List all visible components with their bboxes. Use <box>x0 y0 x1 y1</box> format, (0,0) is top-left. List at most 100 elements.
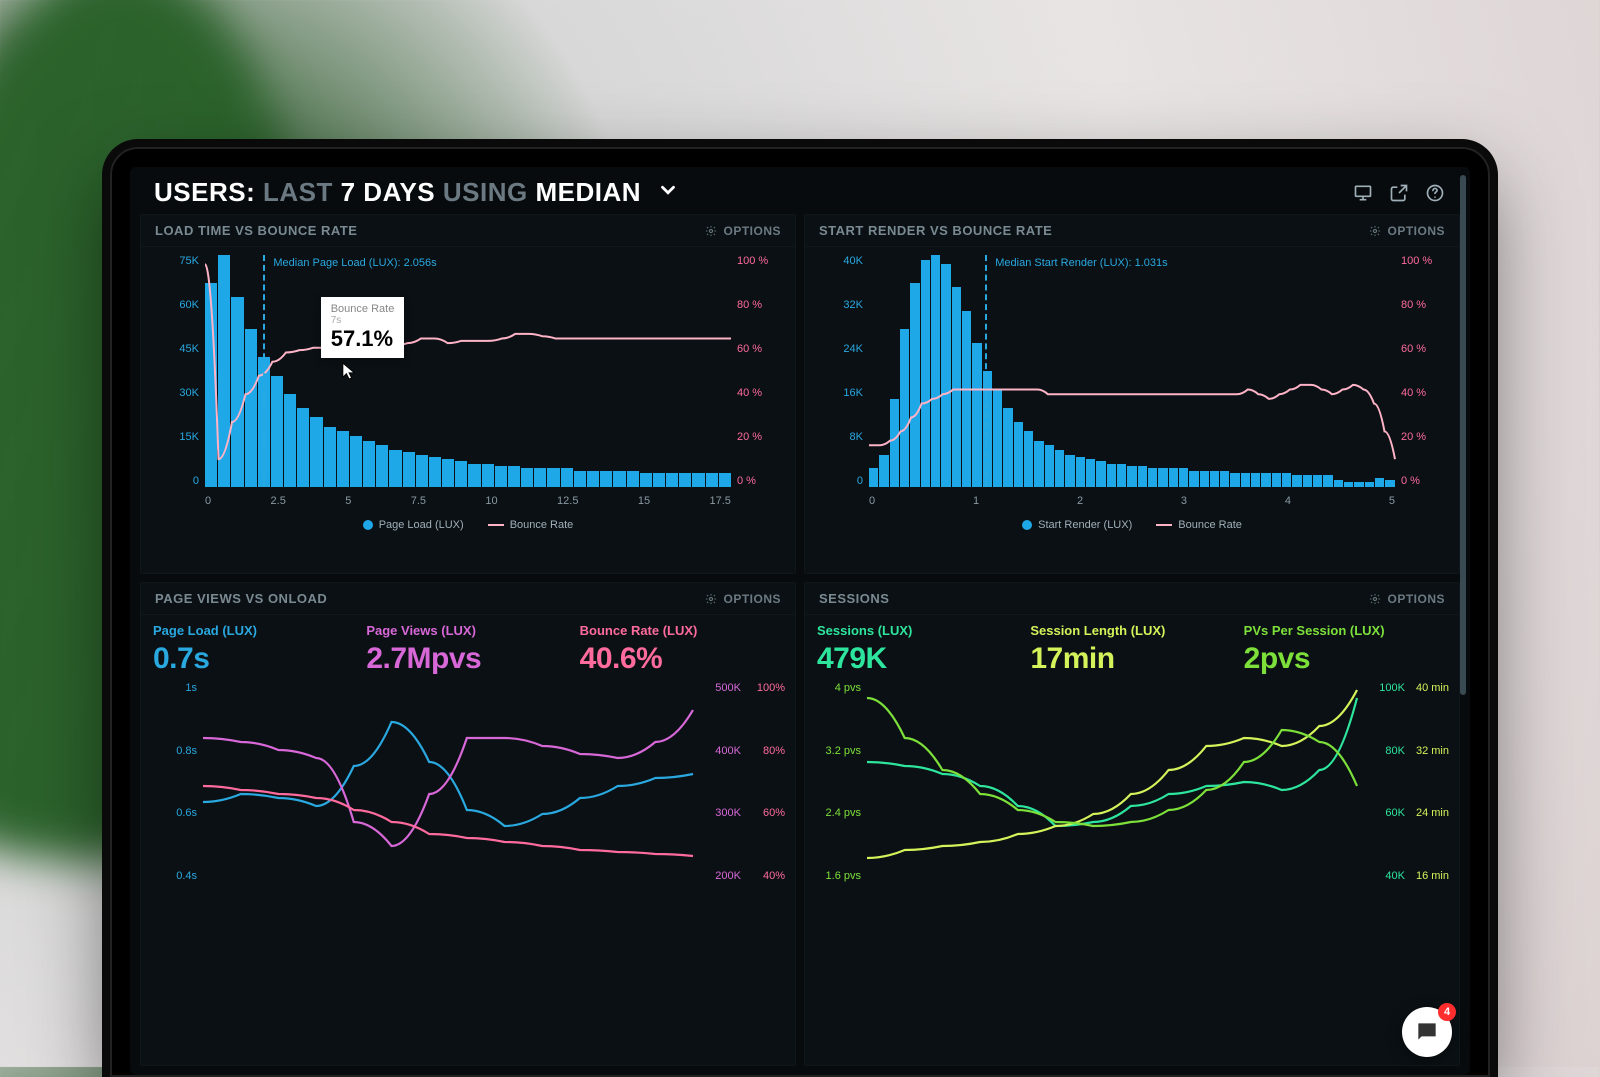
axis-tick: 40 % <box>737 387 785 399</box>
axis-tick: 5 <box>1389 495 1395 507</box>
y-axis-left: 75K60K45K30K15K0 <box>151 255 199 487</box>
axis-tick: 0.4s <box>151 870 197 882</box>
metric: Bounce Rate (LUX)40.6% <box>580 623 783 676</box>
panel-page-views: PAGE VIEWS VS ONLOAD OPTIONS Page Load (… <box>140 582 796 1066</box>
axis-tick: 80% <box>745 745 785 757</box>
axis-tick: 20 % <box>737 431 785 443</box>
axis-tick: 8K <box>815 431 863 443</box>
axis-tick: 32 min <box>1409 745 1449 757</box>
panel-start-render: START RENDER VS BOUNCE RATE OPTIONS 40K3… <box>804 214 1460 574</box>
metric: PVs Per Session (LUX)2pvs <box>1244 623 1447 676</box>
axis-tick: 1.6 pvs <box>815 870 861 882</box>
monitor-icon[interactable] <box>1352 182 1374 204</box>
options-label: OPTIONS <box>1387 592 1445 606</box>
options-button[interactable]: OPTIONS <box>1369 224 1445 238</box>
y-axis-right: 100 %80 %60 %40 %20 %0 % <box>1401 255 1449 487</box>
axis-tick: 40K <box>1361 870 1405 882</box>
tooltip-sub: 7s <box>331 315 395 326</box>
title-word: MEDIAN <box>535 177 641 207</box>
axis-tick: 300K <box>697 807 741 819</box>
legend-item: Start Render (LUX) <box>1022 519 1132 531</box>
metrics-row: Page Load (LUX)0.7sPage Views (LUX)2.7Mp… <box>141 615 795 676</box>
axis-tick: 20 % <box>1401 431 1449 443</box>
axis-tick: 1s <box>151 682 197 694</box>
axis-tick: 60 % <box>737 343 785 355</box>
panel-title: LOAD TIME VS BOUNCE RATE <box>155 223 357 238</box>
axis-tick: 16 min <box>1409 870 1449 882</box>
dashboard-screen: USERS: LAST 7 DAYS USING MEDIAN LOAD TIM… <box>130 167 1470 1075</box>
line-plot <box>203 682 693 882</box>
axis-tick: 100 % <box>1401 255 1449 267</box>
combo-chart-2: 40K32K24K16K8K0 100 %80 %60 %40 %20 %0 %… <box>815 255 1449 515</box>
metric-label: Bounce Rate (LUX) <box>580 623 783 638</box>
metric-label: Session Length (LUX) <box>1030 623 1233 638</box>
legend-item: Bounce Rate <box>488 519 574 531</box>
panel-title: START RENDER VS BOUNCE RATE <box>819 223 1052 238</box>
axis-tick: 24 min <box>1409 807 1449 819</box>
median-marker <box>263 255 265 487</box>
median-marker <box>985 255 987 487</box>
page-header: USERS: LAST 7 DAYS USING MEDIAN <box>130 167 1470 214</box>
axis-tick: 100% <box>745 682 785 694</box>
axis-tick: 1 <box>973 495 979 507</box>
share-icon[interactable] <box>1388 182 1410 204</box>
title-word: USING <box>443 177 528 207</box>
axis-tick: 4 pvs <box>815 682 861 694</box>
axis-tick: 15K <box>151 431 199 443</box>
y-axis-left: 1s0.8s0.6s0.4s <box>151 682 197 882</box>
metric: Sessions (LUX) 479K <box>817 623 1020 676</box>
help-icon[interactable] <box>1424 182 1446 204</box>
metric-label: Page Load (LUX) <box>153 623 356 638</box>
axis-tick: 80K <box>1361 745 1405 757</box>
panel-load-time: LOAD TIME VS BOUNCE RATE OPTIONS 75K60K4… <box>140 214 796 574</box>
gear-icon <box>705 225 717 237</box>
axis-tick: 0 <box>151 475 199 487</box>
axis-tick: 400K <box>697 745 741 757</box>
title-word: LAST <box>263 177 333 207</box>
y-axis-right-1: 500K400K300K200K <box>697 682 741 882</box>
title-word: 7 DAYS <box>341 177 436 207</box>
metric: Page Load (LUX)0.7s <box>153 623 356 676</box>
page-title[interactable]: USERS: LAST 7 DAYS USING MEDIAN <box>154 177 679 208</box>
options-button[interactable]: OPTIONS <box>1369 592 1445 606</box>
axis-tick: 60K <box>151 299 199 311</box>
metric-label: Sessions (LUX) <box>817 623 1020 638</box>
gear-icon <box>705 593 717 605</box>
options-button[interactable]: OPTIONS <box>705 592 781 606</box>
metric-value: 2.7Mpvs <box>366 642 569 676</box>
y-axis-right: 100 %80 %60 %40 %20 %0 % <box>737 255 785 487</box>
metrics-row: Sessions (LUX)479KSession Length (LUX)17… <box>805 615 1459 676</box>
options-label: OPTIONS <box>723 224 781 238</box>
axis-tick: 0 % <box>737 475 785 487</box>
tooltip-value: 57.1% <box>331 326 395 352</box>
axis-tick: 16K <box>815 387 863 399</box>
median-label: Median Start Render (LUX): 1.031s <box>995 257 1167 269</box>
axis-tick: 5 <box>345 495 351 507</box>
dashboard-grid: LOAD TIME VS BOUNCE RATE OPTIONS 75K60K4… <box>130 214 1470 1066</box>
axis-tick: 500K <box>697 682 741 694</box>
options-button[interactable]: OPTIONS <box>705 224 781 238</box>
axis-tick: 60% <box>745 807 785 819</box>
chat-button[interactable]: 4 <box>1402 1007 1452 1057</box>
axis-tick: 40% <box>745 870 785 882</box>
chart-tooltip: Bounce Rate 7s 57.1% <box>321 297 405 358</box>
y-axis-right-2: 40 min32 min24 min16 min <box>1409 682 1449 882</box>
chevron-down-icon[interactable] <box>657 177 679 208</box>
options-label: OPTIONS <box>1387 224 1445 238</box>
axis-tick: 60K <box>1361 807 1405 819</box>
axis-tick: 40 % <box>1401 387 1449 399</box>
line-series <box>869 255 1395 487</box>
laptop-frame: USERS: LAST 7 DAYS USING MEDIAN LOAD TIM… <box>110 147 1490 1077</box>
scrollbar[interactable] <box>1460 175 1466 695</box>
axis-tick: 32K <box>815 299 863 311</box>
chart-legend: Start Render (LUX)Bounce Rate <box>815 515 1449 539</box>
axis-tick: 2 <box>1077 495 1083 507</box>
metric-value: 479K <box>817 642 1020 676</box>
axis-tick: 0.8s <box>151 745 197 757</box>
y-axis-right-1: 100K80K60K40K <box>1361 682 1405 882</box>
y-axis-left: 40K32K24K16K8K0 <box>815 255 863 487</box>
metric: Page Views (LUX)2.7Mpvs <box>366 623 569 676</box>
tooltip-label: Bounce Rate <box>331 303 395 315</box>
axis-tick: 24K <box>815 343 863 355</box>
median-label: Median Page Load (LUX): 2.056s <box>273 257 436 269</box>
